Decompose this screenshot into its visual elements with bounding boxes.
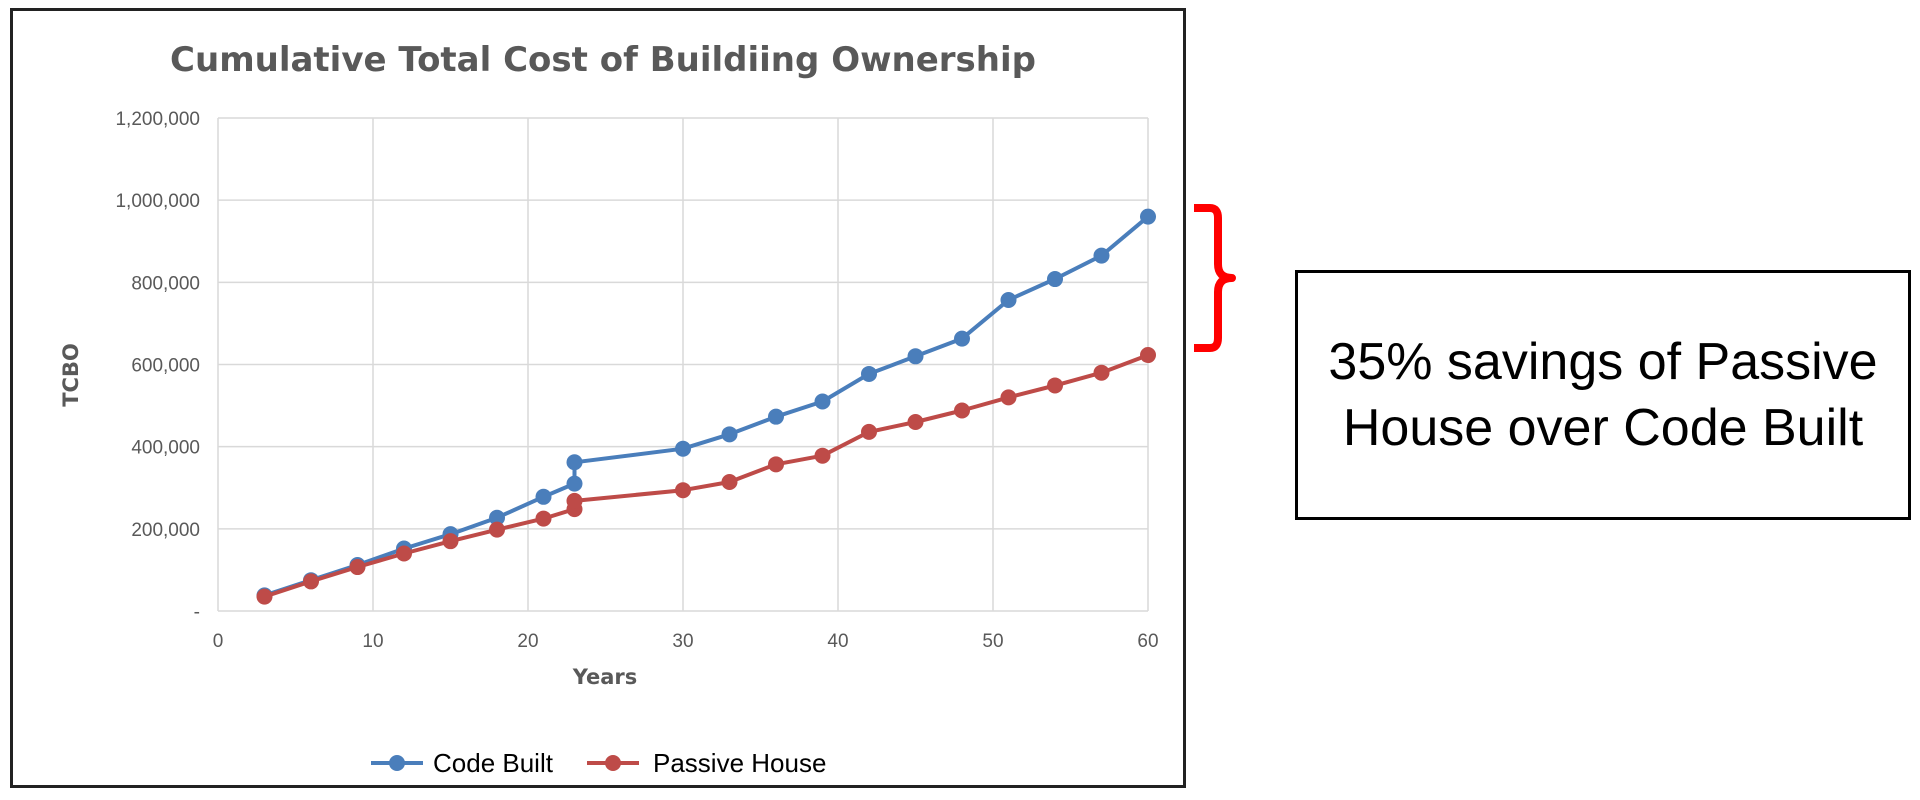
data-point-code-built <box>814 393 831 410</box>
x-tick-label: 40 <box>827 631 848 652</box>
series-passive-house <box>256 347 1156 605</box>
x-tick-label: 60 <box>1137 631 1158 652</box>
chart-title: Cumulative Total Cost of Buildiing Owner… <box>170 40 1036 80</box>
data-point-passive-house <box>349 559 366 576</box>
legend-marker-code-built <box>389 755 405 771</box>
data-point-code-built <box>954 330 970 347</box>
legend-item-code-built: Code Built <box>371 748 554 778</box>
data-point-passive-house <box>535 510 552 527</box>
y-axis-ticks: - 200,000 400,000 600,000 800,000 1,000,000 1,… <box>115 109 200 623</box>
data-point-passive-house <box>907 414 924 431</box>
data-point-passive-house <box>1093 364 1110 381</box>
data-point-passive-house <box>442 533 459 550</box>
data-point-passive-house <box>489 521 505 538</box>
x-tick-label: 30 <box>672 631 693 652</box>
x-tick-label: 50 <box>982 631 1003 652</box>
y-tick-label: 600,000 <box>131 356 200 377</box>
y-tick-label: 400,000 <box>131 438 200 459</box>
data-point-code-built <box>1140 208 1156 225</box>
y-tick-label: 1,200,000 <box>115 109 200 130</box>
grid <box>217 117 1149 612</box>
legend-label-code-built: Code Built <box>433 748 554 778</box>
x-tick-label: 20 <box>517 631 538 652</box>
legend-item-passive-house: Passive House <box>587 748 826 778</box>
series-line-code-built <box>263 215 1150 598</box>
data-point-passive-house <box>954 402 970 419</box>
legend: Code Built Passive House <box>371 748 826 778</box>
data-point-code-built <box>675 440 691 457</box>
data-point-code-built <box>768 408 784 425</box>
data-point-passive-house <box>1000 389 1017 406</box>
y-tick-label: - <box>194 602 200 623</box>
data-point-code-built <box>1047 271 1063 288</box>
line-chart: Cumulative Total Cost of Buildiing Owner… <box>59 40 1159 778</box>
data-point-code-built <box>566 475 583 492</box>
curly-brace-bracket <box>1194 204 1236 352</box>
data-point-passive-house <box>303 573 319 590</box>
data-point-passive-house <box>566 492 583 509</box>
data-point-passive-house <box>675 482 691 499</box>
data-point-code-built <box>861 365 877 382</box>
legend-label-passive-house: Passive House <box>653 748 826 778</box>
data-point-passive-house <box>861 423 877 440</box>
x-tick-label: 0 <box>213 631 224 652</box>
y-axis-label: TCBO <box>59 343 83 407</box>
y-tick-label: 800,000 <box>131 273 200 294</box>
data-point-code-built <box>566 454 583 471</box>
data-point-code-built <box>1093 247 1110 264</box>
x-axis-ticks: 0 10 20 30 40 50 60 <box>213 631 1159 652</box>
data-point-code-built <box>721 426 738 443</box>
bracket-path <box>1194 204 1236 352</box>
data-point-code-built <box>535 488 552 505</box>
y-tick-label: 200,000 <box>131 520 200 541</box>
data-point-passive-house <box>814 447 831 464</box>
data-point-code-built <box>1000 291 1017 308</box>
data-point-code-built <box>489 509 505 526</box>
x-axis-label: Years <box>572 665 638 689</box>
series-line-passive-house <box>263 353 1149 599</box>
y-tick-label: 1,000,000 <box>115 191 200 212</box>
x-tick-label: 10 <box>362 631 383 652</box>
series-layer <box>256 208 1156 605</box>
legend-marker-passive-house <box>605 755 621 771</box>
data-point-passive-house <box>1047 377 1063 394</box>
savings-callout-text: 35% savings of Passive House over Code B… <box>1328 333 1878 457</box>
series-code-built <box>256 208 1156 604</box>
data-point-passive-house <box>721 473 738 490</box>
data-point-passive-house <box>1140 347 1156 364</box>
data-point-passive-house <box>396 545 412 562</box>
chart-frame: Cumulative Total Cost of Buildiing Owner… <box>10 8 1186 788</box>
data-point-passive-house <box>768 456 784 473</box>
data-point-code-built <box>907 348 924 365</box>
data-point-passive-house <box>256 588 273 605</box>
savings-callout-box: 35% savings of Passive House over Code B… <box>1295 270 1911 520</box>
